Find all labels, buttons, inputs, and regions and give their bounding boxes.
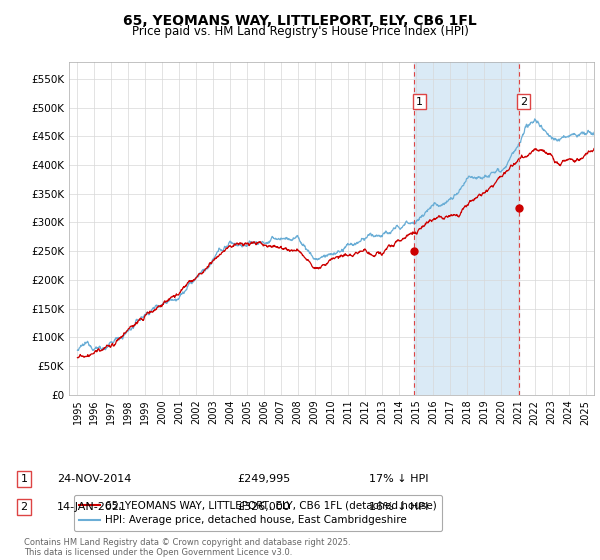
Text: 16% ↓ HPI: 16% ↓ HPI	[369, 502, 428, 512]
Text: Price paid vs. HM Land Registry's House Price Index (HPI): Price paid vs. HM Land Registry's House …	[131, 25, 469, 38]
Text: Contains HM Land Registry data © Crown copyright and database right 2025.
This d: Contains HM Land Registry data © Crown c…	[24, 538, 350, 557]
Text: 17% ↓ HPI: 17% ↓ HPI	[369, 474, 428, 484]
Text: £326,000: £326,000	[237, 502, 290, 512]
Text: 24-NOV-2014: 24-NOV-2014	[57, 474, 131, 484]
Text: 1: 1	[20, 474, 28, 484]
Text: 1: 1	[416, 96, 423, 106]
Text: 2: 2	[520, 96, 527, 106]
Legend: 65, YEOMANS WAY, LITTLEPORT, ELY, CB6 1FL (detached house), HPI: Average price, : 65, YEOMANS WAY, LITTLEPORT, ELY, CB6 1F…	[74, 495, 442, 530]
Text: 2: 2	[20, 502, 28, 512]
Bar	[415, 62, 518, 395]
Text: £249,995: £249,995	[237, 474, 290, 484]
Text: 14-JAN-2021: 14-JAN-2021	[57, 502, 127, 512]
Text: 65, YEOMANS WAY, LITTLEPORT, ELY, CB6 1FL: 65, YEOMANS WAY, LITTLEPORT, ELY, CB6 1F…	[123, 14, 477, 28]
